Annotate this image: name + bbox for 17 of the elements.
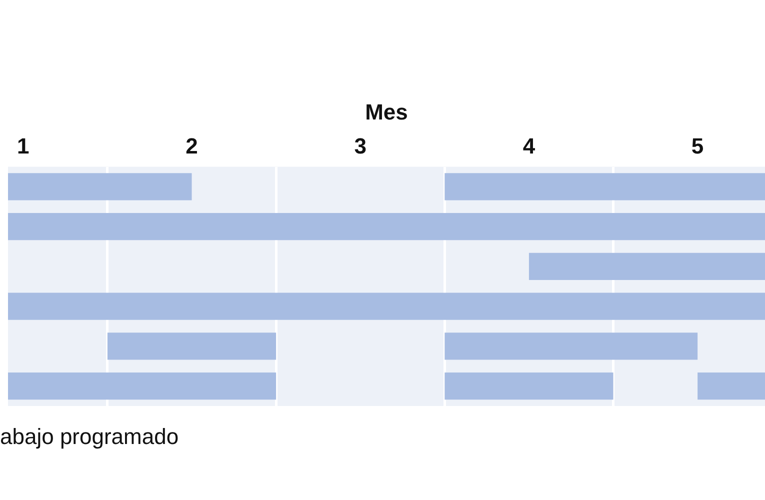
x-axis-title: Mes [365, 99, 408, 124]
bar [8, 173, 192, 200]
text: abajo programado [0, 424, 179, 450]
bar [698, 372, 765, 400]
bar [8, 213, 765, 240]
x-tick-label: 3 [354, 134, 366, 159]
bar [528, 252, 765, 280]
x-tick-label: 4 [522, 134, 536, 159]
bar [8, 292, 765, 320]
x-tick-label: 1 [17, 134, 30, 159]
bar [444, 372, 614, 400]
x-tick-label: 5 [691, 134, 704, 159]
bar [8, 372, 276, 400]
bar [444, 332, 698, 360]
bar [107, 332, 276, 360]
bar [444, 173, 765, 200]
x-tick-label: 2 [186, 134, 198, 159]
